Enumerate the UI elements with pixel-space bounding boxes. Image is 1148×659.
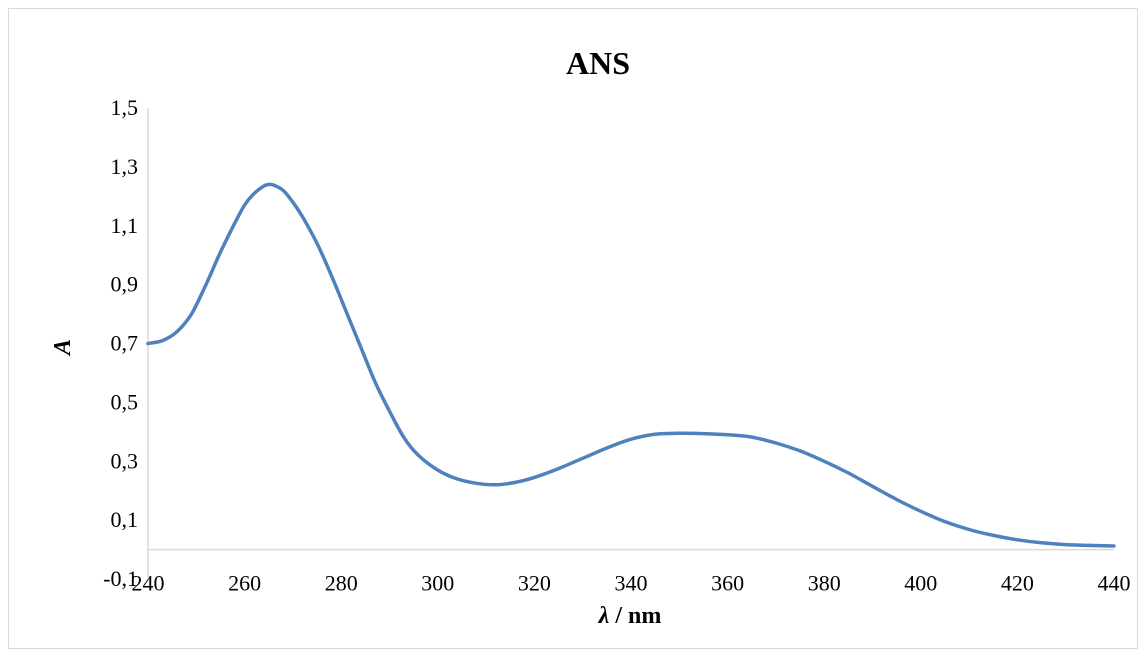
y-axis-title: A bbox=[50, 339, 76, 357]
x-tick-label: 260 bbox=[228, 571, 261, 596]
x-tick-label: 420 bbox=[1001, 571, 1034, 596]
y-tick-label: 1,5 bbox=[111, 95, 139, 120]
x-tick-label: 400 bbox=[904, 571, 937, 596]
absorbance-series-line bbox=[146, 182, 1116, 548]
x-axis-title: λ / nm bbox=[598, 603, 662, 629]
y-tick-label: 0,3 bbox=[111, 448, 139, 473]
y-tick-label: 1,1 bbox=[111, 213, 139, 238]
series-layer bbox=[146, 182, 1116, 548]
chart-title: ANS bbox=[566, 45, 630, 81]
chart-frame bbox=[8, 8, 1138, 649]
x-tick-label: 380 bbox=[808, 571, 841, 596]
x-tick-label: 340 bbox=[615, 571, 648, 596]
y-tick-label: 0,1 bbox=[111, 507, 139, 532]
x-tick-label: 300 bbox=[421, 571, 454, 596]
y-tick-label: 1,3 bbox=[111, 154, 139, 179]
y-tick-label: -0,1 bbox=[103, 566, 138, 591]
y-tick-label: 0,7 bbox=[111, 331, 139, 356]
x-tick-label: 280 bbox=[325, 571, 358, 596]
x-tick-label: 320 bbox=[518, 571, 551, 596]
x-axis-title-symbol: λ bbox=[598, 603, 610, 629]
y-tick-label: 0,5 bbox=[111, 389, 139, 414]
x-tick-label: 360 bbox=[711, 571, 744, 596]
y-tick-labels: -0,1 0,1 0,3 0,5 0,7 0,9 1,1 1,3 1,5 bbox=[103, 95, 138, 591]
x-axis-title-unit: / nm bbox=[609, 603, 661, 629]
x-tick-label: 440 bbox=[1098, 571, 1131, 596]
y-tick-label: 0,9 bbox=[111, 272, 139, 297]
x-tick-labels: 240 260 280 300 320 340 360 380 400 420 440 bbox=[132, 571, 1131, 596]
